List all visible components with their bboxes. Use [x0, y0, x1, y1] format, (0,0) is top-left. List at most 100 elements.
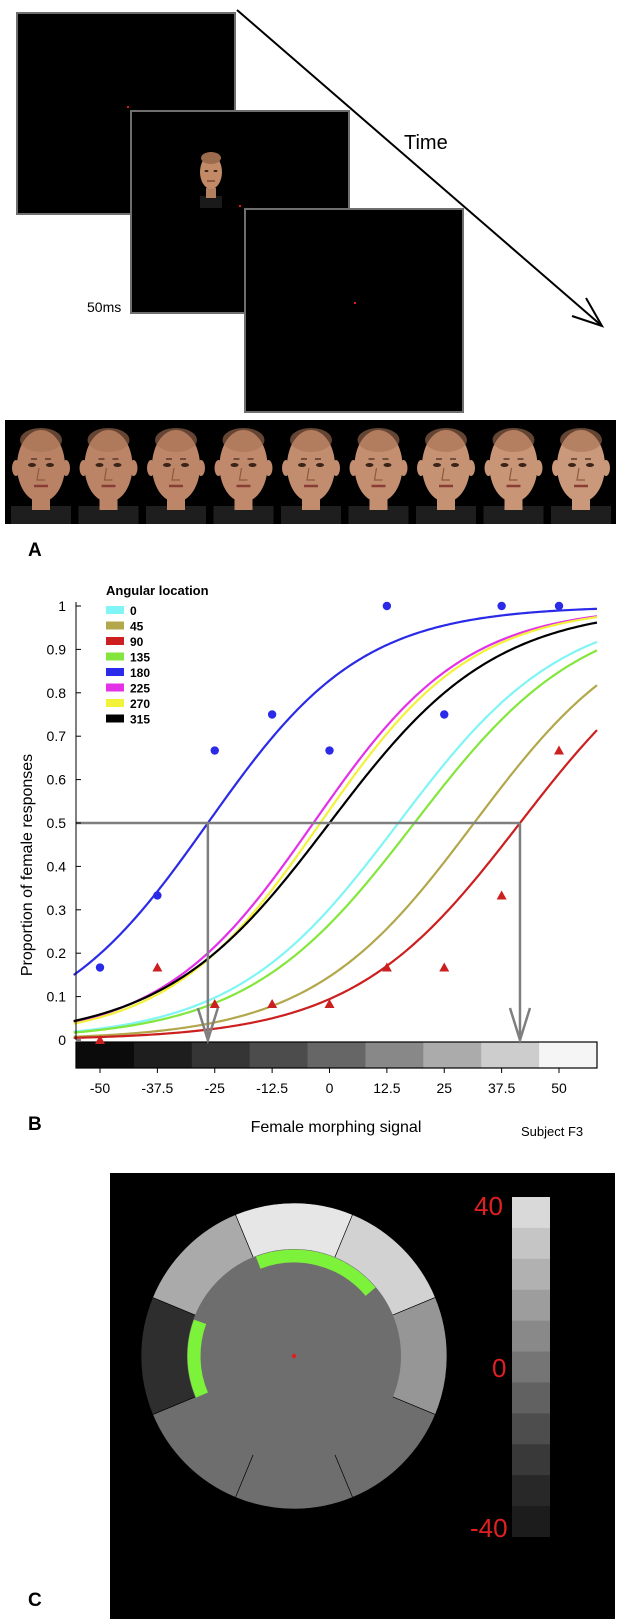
- legend-label-225: 225: [130, 682, 150, 696]
- scale-cell: [512, 1444, 550, 1476]
- x-tick-label: 50: [551, 1080, 567, 1096]
- data-point-90: [152, 962, 163, 972]
- data-point-90: [324, 998, 335, 1008]
- morph-face-image: [213, 428, 274, 524]
- legend-swatch-180: [106, 668, 124, 676]
- pse-guides: [76, 821, 532, 1045]
- signal-bar-cell: [191, 1042, 251, 1068]
- data-point-90: [95, 1035, 105, 1044]
- data-point-90: [554, 745, 564, 755]
- signal-bar-cell: [76, 1042, 135, 1068]
- signal-bar-cell: [133, 1042, 193, 1068]
- highlight-arc-left: [187, 1319, 208, 1398]
- legend-label-270: 270: [130, 697, 150, 711]
- data-point-90: [439, 962, 450, 972]
- polar-pse-map: [140, 1202, 448, 1510]
- fixation-dot: [291, 1353, 297, 1359]
- signal-bar-cell: [539, 1042, 598, 1068]
- stimulus-face-image: [196, 150, 226, 208]
- legend-label-45: 45: [130, 620, 144, 634]
- scale-cell: [512, 1197, 550, 1229]
- y-tick-label: 0: [58, 1032, 66, 1048]
- legend-swatch-45: [106, 621, 124, 630]
- scale-cell: [512, 1227, 550, 1260]
- fit-curve-45: [73, 684, 598, 1038]
- signal-bar-cell: [423, 1042, 482, 1068]
- y-tick-label: 0.4: [47, 858, 67, 874]
- fit-curve-90: [73, 729, 598, 1039]
- morph-face-image: [11, 428, 71, 524]
- signal-bar-cell: [481, 1042, 540, 1068]
- fit-curve-315: [73, 621, 598, 1023]
- x-tick-label: 37.5: [488, 1080, 515, 1096]
- data-point-180: [382, 601, 392, 611]
- data-point-180: [153, 891, 162, 900]
- data-points: [95, 601, 564, 1044]
- scale-cell: [512, 1475, 550, 1507]
- polar-map-background: 40 0 -40: [110, 1173, 615, 1619]
- y-axis-label: Proportion of female responses: [19, 754, 36, 976]
- morph-face-image: [146, 428, 206, 524]
- legend-swatch-135: [106, 652, 124, 661]
- scale-max-label: 40: [474, 1191, 503, 1221]
- x-tick-label: -25: [205, 1080, 225, 1096]
- signal-bar-cell: [307, 1042, 366, 1068]
- highlight-arc-top: [255, 1249, 376, 1297]
- fit-curve-0: [73, 640, 598, 1033]
- scale-mid-label: 0: [492, 1353, 507, 1383]
- subject-label: Subject F3: [521, 1124, 584, 1139]
- legend-swatch-270: [106, 699, 124, 707]
- scale-cell: [512, 1413, 550, 1445]
- legend-label-180: 180: [130, 666, 150, 680]
- signal-bar-border: [75, 1041, 598, 1069]
- y-tick-label: 0.8: [47, 685, 67, 701]
- y-tick-label: 0.7: [47, 728, 67, 744]
- y-tick-label: 0.1: [47, 989, 67, 1005]
- fit-curve-270: [73, 616, 598, 1025]
- y-tick-label: 0.9: [47, 641, 67, 657]
- x-tick-label: 25: [436, 1080, 452, 1096]
- legend-label-315: 315: [130, 713, 150, 727]
- signal-bar-cell: [249, 1042, 309, 1068]
- data-point-90: [381, 962, 392, 972]
- x-tick-label: 0: [326, 1080, 334, 1096]
- data-point-90: [267, 998, 278, 1008]
- fit-curves: [73, 607, 598, 1039]
- fit-curve-225: [73, 615, 598, 1024]
- legend-label-90: 90: [130, 635, 144, 649]
- fixation-dot: [239, 205, 241, 207]
- data-point-180: [95, 963, 105, 972]
- morph-continuum-strip: [5, 420, 616, 524]
- morph-face-image: [78, 428, 139, 524]
- axes: 0 0.1 0.2 0.3 0.4 0.5 0.6 0.7 0.8 0.9 1 -50 -37.5 -25…: [47, 598, 567, 1096]
- grayscale-signal-bar: [75, 1041, 598, 1069]
- fit-curve-180: [73, 607, 598, 976]
- x-axis-label: Female morphing signal: [251, 1119, 422, 1136]
- color-scale-bar: [512, 1197, 550, 1538]
- legend-label-135: 135: [130, 651, 150, 665]
- panel-c-letter: C: [28, 1590, 42, 1611]
- time-label: Time: [404, 132, 448, 154]
- y-tick-label: 0.2: [47, 945, 67, 961]
- x-tick-label: 12.5: [373, 1080, 400, 1096]
- y-tick-label: 0.6: [47, 772, 67, 788]
- legend-label-0: 0: [130, 604, 137, 618]
- scale-cell: [512, 1506, 550, 1538]
- legend-swatch-90: [106, 637, 124, 645]
- data-point-90: [209, 998, 220, 1008]
- y-tick-label: 0.5: [47, 815, 67, 831]
- panel-b-letter: B: [28, 1114, 42, 1135]
- time-arrow: [236, 9, 605, 328]
- fixation-dot: [127, 106, 129, 108]
- legend-swatch-0: [106, 606, 124, 614]
- morph-face-image: [483, 428, 544, 524]
- scale-min-label: -40: [470, 1513, 508, 1543]
- x-tick-label: -50: [90, 1080, 110, 1096]
- panel-a-letter: A: [28, 540, 42, 561]
- data-point-180: [210, 746, 219, 755]
- legend-title: Angular location: [106, 583, 209, 598]
- data-point-90: [496, 890, 507, 900]
- data-point-180: [440, 710, 449, 719]
- fit-curve-135: [73, 649, 598, 1034]
